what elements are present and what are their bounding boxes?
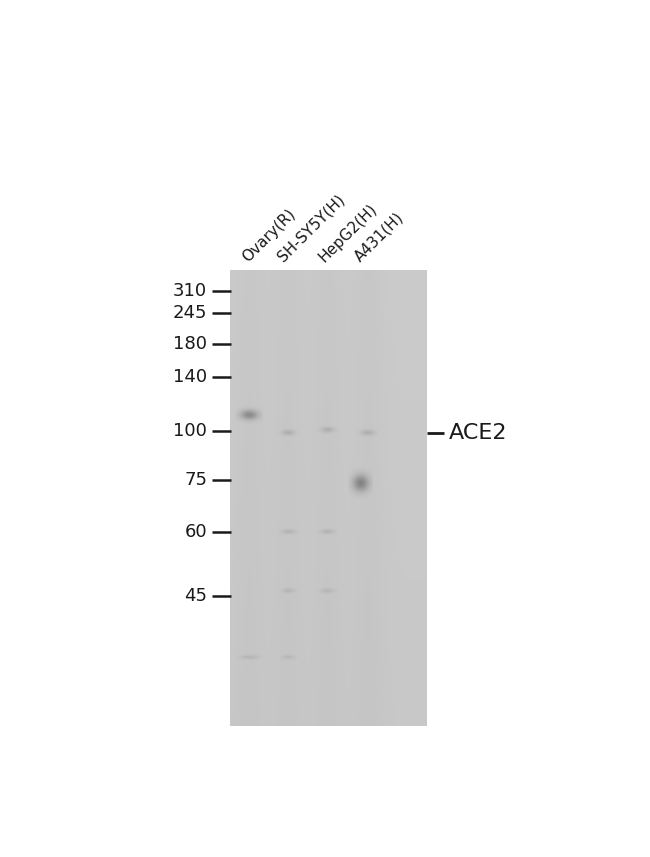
Text: 140: 140 (173, 368, 207, 386)
Text: SH-SY5Y(H): SH-SY5Y(H) (275, 192, 347, 265)
Text: 45: 45 (184, 587, 207, 605)
Text: A431(H): A431(H) (352, 210, 407, 265)
Text: HepG2(H): HepG2(H) (316, 201, 380, 265)
Text: 245: 245 (173, 303, 207, 321)
Text: Ovary(R): Ovary(R) (239, 206, 298, 265)
Text: 60: 60 (185, 523, 207, 541)
Text: 310: 310 (173, 282, 207, 300)
Text: ACE2: ACE2 (449, 423, 508, 443)
Text: 100: 100 (174, 423, 207, 440)
Text: 180: 180 (173, 335, 207, 353)
Text: 75: 75 (184, 471, 207, 489)
